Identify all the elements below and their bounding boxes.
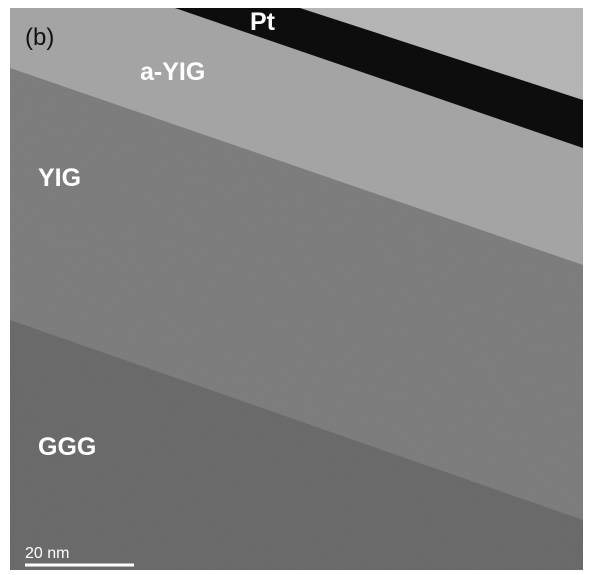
panel-label: (b) — [25, 24, 54, 51]
layer-label: Pt — [250, 8, 276, 36]
layer-label: YIG — [38, 164, 81, 192]
layer-label: GGG — [38, 433, 96, 461]
scale-bar-label: 20 nm — [25, 545, 69, 562]
top-region — [300, 8, 583, 100]
layer-label: a-YIG — [140, 58, 205, 86]
micrograph — [10, 8, 583, 570]
